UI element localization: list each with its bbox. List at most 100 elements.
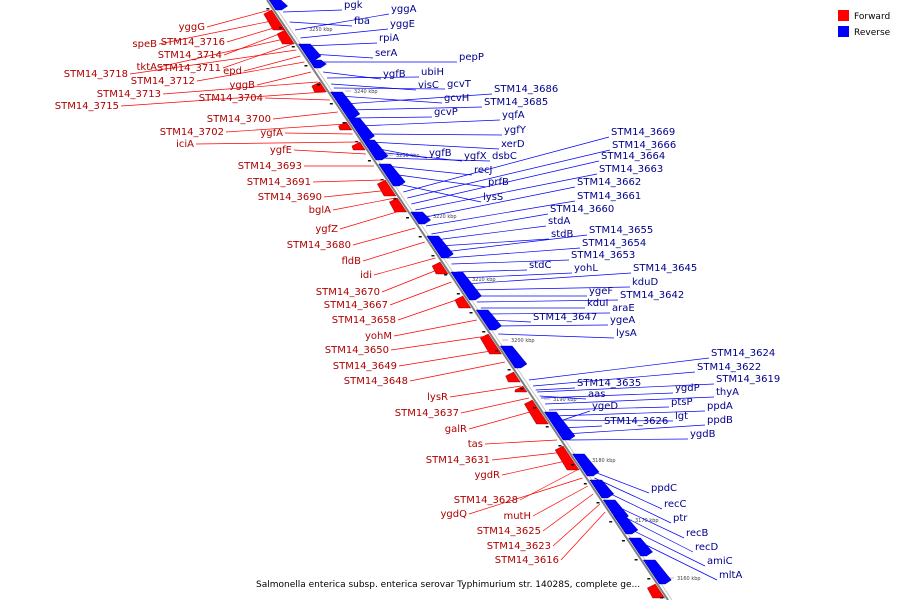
gene-label-STM14_3711: STM14_3711: [157, 63, 221, 74]
reverse-swatch: [838, 26, 849, 37]
forward-label-line: [373, 257, 436, 276]
forward-label-line: [162, 81, 318, 95]
reverse-label-line: [300, 28, 389, 39]
gene-marker: [596, 502, 600, 504]
forward-label-line: [256, 71, 312, 86]
gene-label-ygfX: ygfX: [464, 151, 487, 162]
reverse-feature-block: [298, 43, 322, 61]
reverse-label-line: [447, 247, 581, 259]
reverse-label-line: [451, 259, 570, 265]
gene-label-tktA: tktA: [137, 62, 158, 73]
gene-label-STM14_3635: STM14_3635: [577, 378, 641, 389]
legend-label-reverse: Reverse: [854, 28, 891, 38]
gene-label-STM14_3642: STM14_3642: [620, 290, 684, 301]
forward-feature-block: [311, 81, 327, 93]
tick-label: 3170 kbp: [635, 518, 659, 524]
reverse-label-line: [431, 213, 549, 235]
gene-label-STM14_3626: STM14_3626: [604, 416, 668, 427]
gene-label-bglA: bglA: [309, 205, 331, 216]
gene-label-STM14_3667: STM14_3667: [324, 300, 388, 311]
gene-marker: [609, 521, 613, 523]
forward-label-line: [323, 189, 391, 198]
gene-label-fba: fba: [354, 16, 370, 27]
gene-label-prfB: prfB: [488, 177, 509, 188]
gene-label-ptr: ptr: [673, 513, 688, 524]
gene-marker: [494, 350, 498, 352]
gene-label-gcvT: gcvT: [447, 79, 472, 90]
gene-label-gcvH: gcvH: [444, 93, 469, 104]
gene-label-STM14_3712: STM14_3712: [131, 76, 195, 87]
reverse-label-line: [415, 173, 598, 211]
gene-label-serA: serA: [375, 48, 397, 59]
gene-label-yohL: yohL: [574, 263, 598, 274]
gene-label-STM14_3655: STM14_3655: [589, 225, 653, 236]
tick-label: 3210 kbp: [472, 277, 496, 283]
reverse-label-line: [484, 312, 611, 315]
forward-label-line: [389, 281, 452, 306]
forward-label-line: [560, 511, 606, 561]
gene-label-kduD: kduD: [632, 277, 658, 288]
gene-label-STM14_3662: STM14_3662: [577, 177, 641, 188]
forward-label-line: [284, 132, 353, 135]
gene-label-STM14_3658: STM14_3658: [332, 315, 396, 326]
forward-label-line: [332, 197, 396, 211]
tick-label: 3180 kbp: [592, 458, 616, 464]
gene-label-ygfZ: ygfZ: [315, 224, 338, 235]
gene-label-recC: recC: [664, 499, 687, 510]
reverse-label-line: [439, 238, 550, 247]
gene-label-STM14_3637: STM14_3637: [395, 408, 459, 419]
forward-label-line: [409, 361, 506, 382]
gene-marker: [507, 369, 511, 371]
forward-label-line: [339, 209, 404, 230]
gene-label-aas: aas: [588, 389, 605, 400]
gene-label-ygeF: ygeF: [589, 286, 613, 297]
reverse-label-line: [294, 13, 390, 31]
gene-label-ygdR: ygdR: [474, 470, 500, 481]
gene-marker: [406, 217, 410, 219]
gene-marker: [393, 198, 397, 200]
tick-label: 3160 kbp: [677, 576, 701, 582]
gene-label-stdC: stdC: [529, 260, 551, 271]
tick-label: 3250 kbp: [309, 27, 333, 33]
gene-label-STM14_3625: STM14_3625: [477, 526, 541, 537]
reverse-label-line: [544, 396, 715, 405]
reverse-label-line: [339, 95, 443, 104]
gene-label-dsbC: dsbC: [492, 151, 517, 162]
gene-label-STM14_3647: STM14_3647: [533, 312, 597, 323]
reverse-feature-block: [330, 91, 361, 119]
reverse-label-line: [344, 93, 493, 105]
map-caption: Salmonella enterica subsp. enterica sero…: [256, 580, 640, 590]
reverse-label-line: [602, 489, 672, 524]
reverse-feature-block: [613, 515, 639, 535]
gene-label-lysS: lysS: [483, 192, 503, 203]
reverse-feature-block: [426, 235, 454, 259]
gene-label-speB: speB: [132, 39, 157, 50]
reverse-label-line: [385, 165, 473, 176]
gene-label-STM14_3691: STM14_3691: [247, 177, 311, 188]
reverse-feature-block: [572, 453, 600, 477]
gene-label-yohM: yohM: [365, 331, 392, 342]
reverse-label-line: [535, 387, 576, 391]
forward-label-line: [225, 123, 346, 133]
reverse-label-line: [539, 395, 587, 400]
reverse-feature-block: [378, 163, 406, 187]
gene-marker: [533, 407, 537, 409]
gene-marker: [342, 122, 346, 124]
forward-swatch: [838, 10, 849, 21]
gene-label-ygfY: ygfY: [504, 125, 527, 136]
gene-label-STM14_3670: STM14_3670: [316, 287, 380, 298]
gene-label-STM14_3648: STM14_3648: [344, 376, 408, 387]
gene-label-stdA: stdA: [548, 216, 570, 227]
gene-marker: [431, 255, 435, 257]
reverse-label-line: [283, 9, 343, 13]
forward-label-line: [381, 267, 443, 293]
forward-feature-block: [524, 399, 549, 425]
reverse-label-line: [549, 406, 670, 411]
gene-label-ygdP: ygdP: [675, 383, 700, 394]
gene-label-pepP: pepP: [459, 52, 484, 63]
forward-label-line: [206, 9, 270, 28]
forward-label-line: [542, 493, 594, 532]
gene-label-STM14_3666: STM14_3666: [612, 140, 676, 151]
reverse-label-line: [380, 157, 491, 162]
forward-label-line: [243, 55, 301, 72]
